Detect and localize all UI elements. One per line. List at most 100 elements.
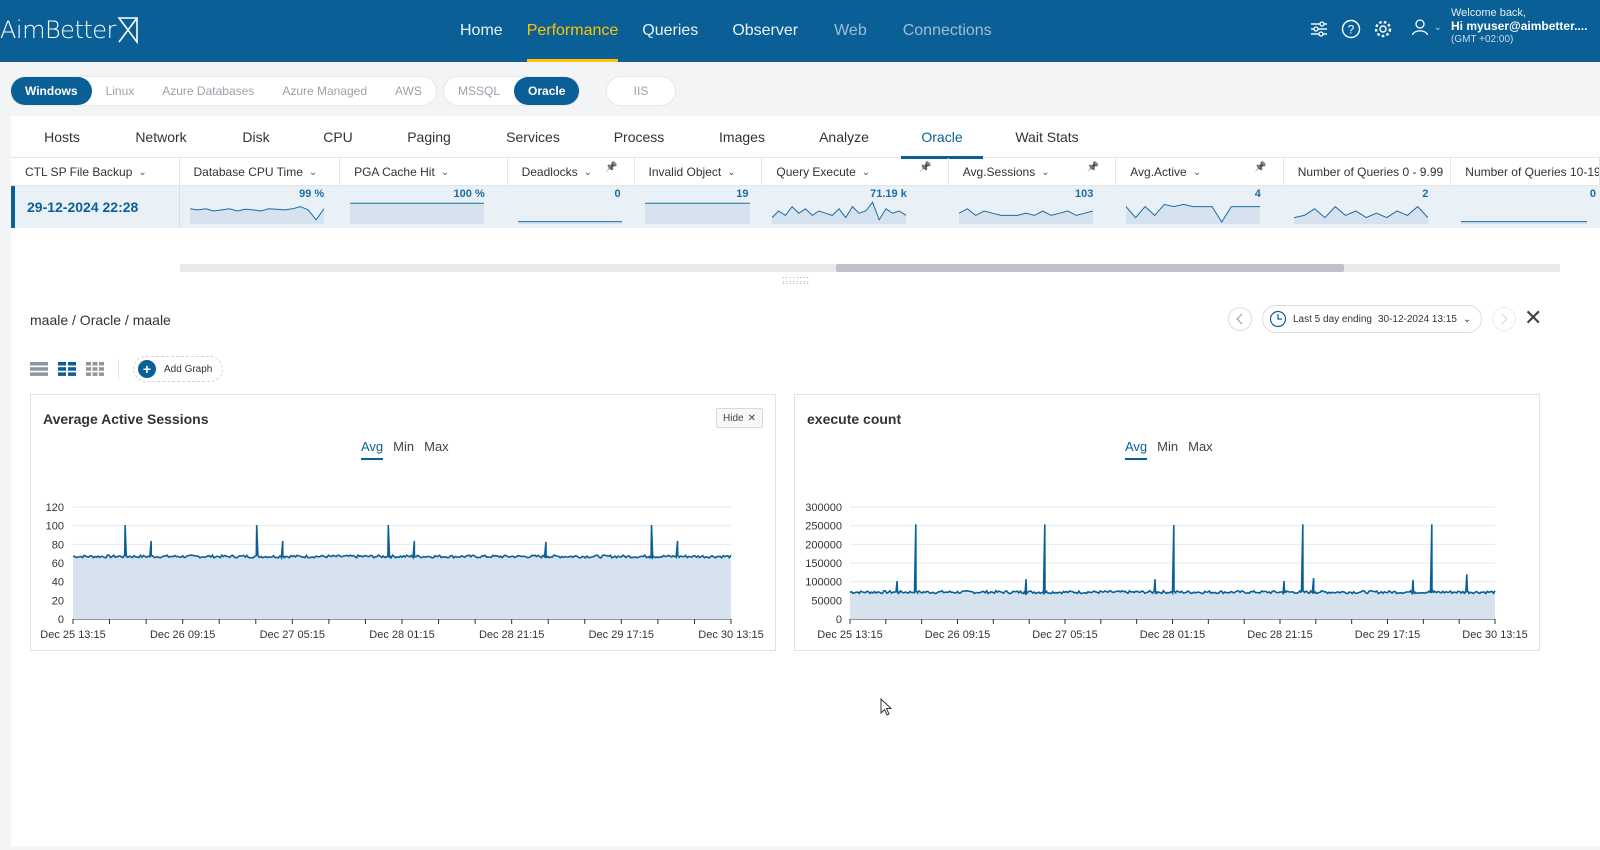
column-header-invalid-object[interactable]: Invalid Object ⌄ [635,158,763,186]
agg-tab-avg[interactable]: Avg [361,439,384,460]
agg-tab-min[interactable]: Min [393,439,415,454]
metric-cell-query-execute[interactable]: 71.19 k [762,186,948,228]
column-header-database-cpu-time[interactable]: Database CPU Time ⌄ [180,158,341,186]
metric-value: 0 [614,188,621,200]
data-point [413,540,416,543]
metric-cell-pga-cache-hit[interactable]: 100 % [340,186,508,228]
y-tick-label: 300000 [805,502,842,514]
list-view-icon[interactable] [30,362,48,376]
column-header-avg-sessions[interactable]: Avg.Sessions ⌄ 📌 [949,158,1117,186]
grid-view-icon[interactable] [86,362,104,376]
close-icon[interactable]: ✕ [1524,305,1543,330]
column-header-query-execute[interactable]: Query Execute ⌄ 📌 [762,158,949,186]
nav-connections[interactable]: Connections [902,22,992,39]
tab-analyze[interactable]: Analyze [819,129,869,145]
data-point [1173,524,1175,527]
add-graph-label: Add Graph [164,363,213,375]
next-range-button[interactable] [1492,307,1517,331]
top-icons: ? [1308,18,1394,40]
logo-text: AimBetter [0,16,116,44]
column-label: Avg.Sessions [962,165,1036,179]
table-row[interactable]: 29-12-2024 22:28 99 % 100 % 0 19 71.19 k 103 4 2… [11,186,1600,228]
pill-mssql[interactable]: MSSQL [458,84,501,98]
two-column-view-icon[interactable] [58,362,76,376]
metric-cell-database-cpu-time[interactable]: 99 % [180,186,341,228]
agg-tab-max[interactable]: Max [424,439,449,454]
pill-windows[interactable]: Windows [11,77,92,105]
nav-observer[interactable]: Observer [732,22,799,39]
pill-azure-databases[interactable]: Azure Databases [162,84,255,98]
tab-disk[interactable]: Disk [242,129,270,145]
pin-icon[interactable]: 📌 [1254,162,1267,173]
mouse-pointer-icon [880,698,893,716]
metric-cell-invalid-object[interactable]: 19 [635,186,763,228]
column-label: Number of Queries 10-19 [1465,165,1600,179]
prev-range-button[interactable] [1228,307,1252,331]
nav-performance[interactable]: Performance [526,0,618,62]
tab-wait-stats[interactable]: Wait Stats [1015,129,1079,145]
tab-hosts[interactable]: Hosts [44,129,80,145]
x-tick-label: Dec 25 13:15 [40,629,105,641]
aggregation-tabs: Avg Min Max [1125,439,1213,460]
sparkline-area [517,221,622,224]
data-point [896,580,898,583]
tab-oracle[interactable]: Oracle [901,116,983,159]
pin-icon[interactable]: 📌 [605,162,618,173]
tab-paging[interactable]: Paging [407,129,451,145]
metric-cell-avg-sessions[interactable]: 103 [949,186,1117,228]
tab-network[interactable]: Network [135,129,187,145]
chevron-down-icon: ⌄ [861,166,871,178]
tab-images[interactable]: Images [719,129,765,145]
y-tick-label: 40 [52,577,64,589]
column-header-avg-active[interactable]: Avg.Active ⌄ 📌 [1116,158,1284,186]
tab-services[interactable]: Services [506,129,560,145]
column-header-deadlocks[interactable]: Deadlocks ⌄ 📌 [508,158,635,186]
add-graph-button[interactable]: + Add Graph [133,356,224,382]
metric-cell-deadlocks[interactable]: 0 [508,186,635,228]
user-menu[interactable]: ⌄ [1410,17,1442,37]
scrollbar-thumb[interactable] [836,264,1344,272]
pin-icon[interactable]: 📌 [1086,162,1100,173]
resize-handle[interactable]: :::::::::::::::: [781,274,810,290]
data-point [1431,524,1433,526]
chevron-down-icon: ⌄ [1434,21,1442,32]
pin-icon[interactable]: 📌 [919,162,932,173]
pill-azure-managed[interactable]: Azure Managed [282,84,368,98]
pill-iis[interactable]: IIS [633,84,649,98]
horizontal-scrollbar[interactable] [180,264,1560,272]
nav-web[interactable]: Web [834,22,867,39]
nav-queries[interactable]: Queries [642,22,699,39]
filter-sliders-icon[interactable] [1308,18,1330,40]
chevron-down-icon: ⌄ [583,166,593,178]
agg-tab-avg[interactable]: Avg [1125,439,1148,460]
x-tick-label: Dec 28 01:15 [1140,629,1205,641]
chevron-down-icon: ⌄ [1041,166,1050,178]
column-header-number-of-queries-0-9-99[interactable]: Number of Queries 0 - 9.99 ⌄ [1284,158,1452,186]
x-tick-label: Dec 27 05:15 [1032,629,1097,641]
agg-tab-min[interactable]: Min [1157,439,1179,454]
tab-process[interactable]: Process [613,129,665,145]
tab-cpu[interactable]: CPU [323,129,353,145]
y-tick-label: 200000 [805,539,842,551]
metric-cell-avg-active[interactable]: 4 [1116,186,1284,228]
x-tick-label: Dec 27 05:15 [260,629,325,641]
sparkline [517,221,622,224]
agg-tab-max[interactable]: Max [1188,439,1213,454]
db-selector: MSSQL Oracle [444,77,580,105]
help-icon[interactable]: ? [1340,18,1362,40]
column-header-pga-cache-hit[interactable]: PGA Cache Hit ⌄ [340,158,508,186]
data-point [281,540,284,543]
metric-cell-number-of-queries-10-19[interactable]: 0 [1451,186,1600,228]
aimbetter-logo[interactable]: AimBetter [0,10,139,50]
hide-chart-button[interactable]: Hide ✕ [716,408,763,428]
column-header-number-of-queries-10-19[interactable]: Number of Queries 10-19 [1451,158,1600,186]
metric-cell-number-of-queries-0-9-99[interactable]: 2 [1284,186,1452,228]
time-range-select[interactable]: Last 5 day ending 30-12-2024 13:15 ⌄ [1262,305,1483,333]
pill-linux[interactable]: Linux [105,84,135,98]
row-date[interactable]: 29-12-2024 22:28 [11,186,180,228]
gear-icon[interactable] [1372,18,1394,40]
column-header-backup[interactable]: CTL SP File Backup ⌄ [11,158,180,186]
nav-home[interactable]: Home [460,22,503,39]
pill-aws[interactable]: AWS [395,84,422,98]
pill-oracle[interactable]: Oracle [514,77,580,105]
